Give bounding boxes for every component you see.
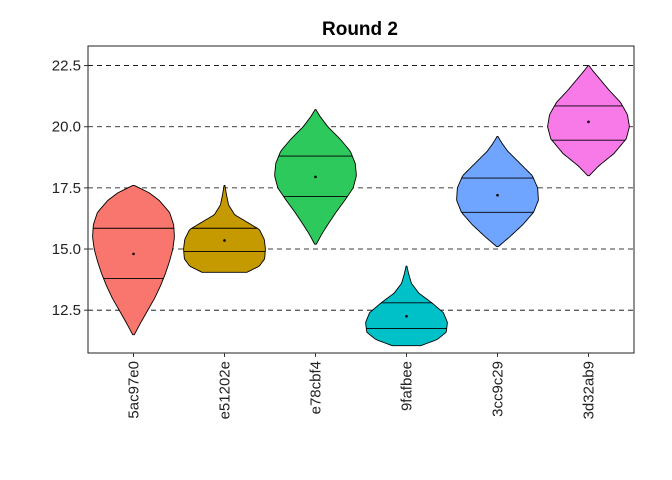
mean-point	[587, 120, 590, 124]
mean-point	[405, 315, 408, 318]
grid-layer	[88, 65, 634, 311]
y-tick-label: 12.5	[52, 302, 81, 319]
violin-e51202e	[183, 184, 266, 273]
mean-point	[314, 175, 317, 179]
violin-9fafbee	[365, 265, 448, 347]
x-tick-label: 3cc9c29	[490, 361, 507, 417]
violin-3d32ab9	[547, 65, 630, 177]
y-tick-label: 20.0	[52, 119, 81, 136]
y-tick-label: 17.5	[52, 180, 81, 197]
mean-point	[496, 193, 499, 197]
x-tick-label: 3d32ab9	[581, 361, 598, 419]
x-tick-label: 5ac97e0	[126, 361, 143, 419]
mean-point	[132, 252, 135, 256]
mean-point	[223, 239, 226, 242]
y-tick-label: 22.5	[52, 58, 81, 75]
x-tick-label: e78cbf4	[308, 361, 325, 414]
y-axis-ticks: 12.5 15.0 17.5 20.0 22.5	[52, 58, 88, 319]
violin-5ac97e0	[92, 184, 175, 336]
violin-body	[183, 184, 266, 273]
plot-frame	[87, 45, 635, 354]
x-tick-label: e51202e	[217, 361, 234, 419]
chart-title: Round 2	[322, 19, 398, 40]
y-tick-label: 15.0	[52, 241, 81, 258]
violin-body	[365, 265, 448, 347]
violins-layer	[92, 65, 630, 347]
x-axis-ticks: 5ac97e0 e51202e e78cbf4 9fafbee 3cc9c29 3d32a…	[126, 353, 598, 419]
violin-body	[92, 184, 175, 336]
x-tick-label: 9fafbee	[399, 361, 416, 411]
violin-body	[456, 136, 539, 248]
violin-3cc9c29	[456, 136, 539, 248]
violin-e78cbf4	[274, 109, 357, 245]
